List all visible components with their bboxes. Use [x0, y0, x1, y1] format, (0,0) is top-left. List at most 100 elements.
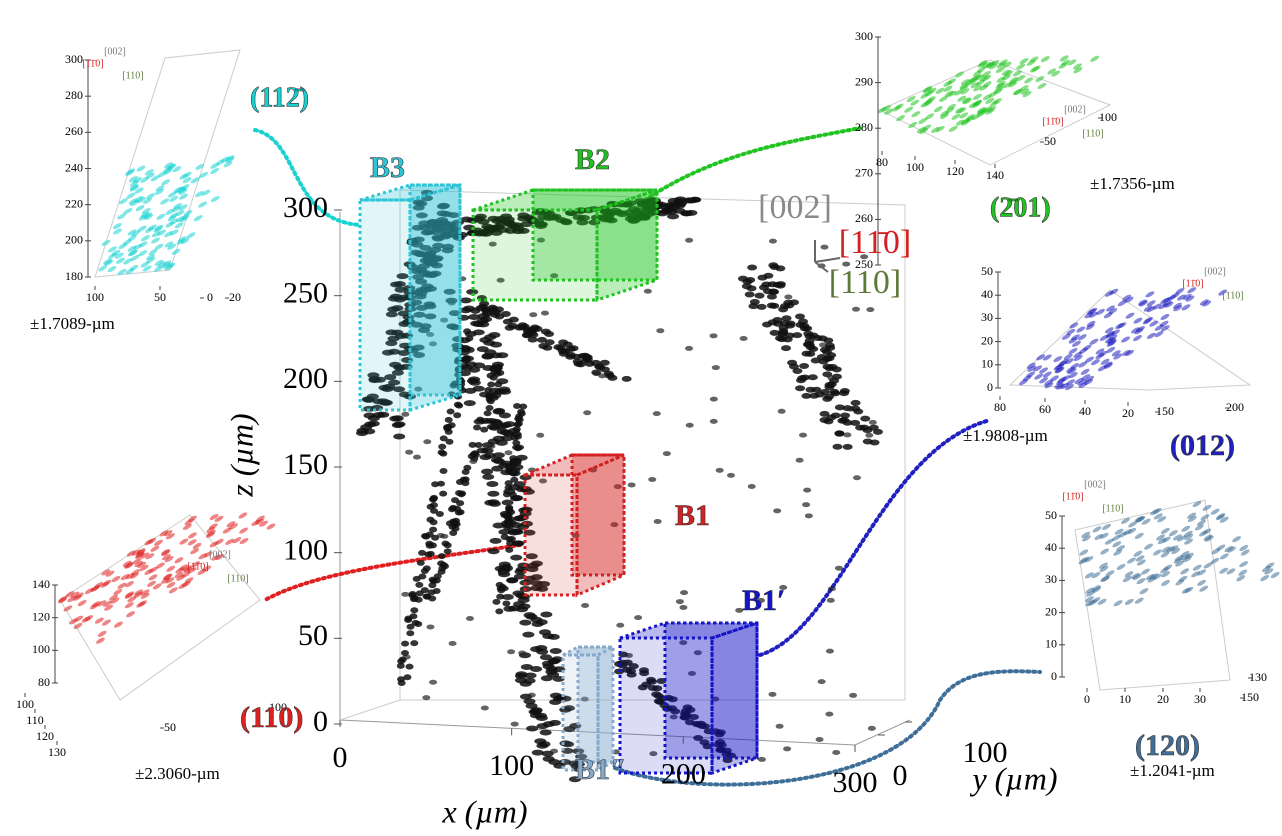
voxel — [1075, 325, 1086, 333]
inset-z-tick-label: 50 — [981, 264, 993, 278]
box-front — [360, 200, 410, 410]
voxel — [581, 603, 589, 608]
voxel — [852, 307, 860, 312]
voxel — [840, 412, 850, 418]
voxel — [863, 438, 873, 444]
voxel — [1099, 547, 1110, 555]
voxel — [171, 248, 182, 256]
inset-z-tick-label: 260 — [65, 124, 83, 138]
voxel — [805, 513, 813, 518]
voxel — [449, 530, 457, 536]
voxel — [193, 214, 204, 222]
voxel — [503, 421, 515, 427]
inset-z-tick-label: 10 — [981, 357, 993, 371]
voxel — [553, 344, 563, 350]
voxel — [1139, 587, 1150, 595]
voxel — [954, 70, 965, 78]
inset-x-tick-label: 0 — [1084, 692, 1090, 706]
voxel — [414, 621, 422, 627]
voxel — [426, 532, 434, 538]
voxel — [513, 426, 521, 432]
voxel — [762, 321, 772, 327]
voxel — [583, 354, 593, 360]
voxel — [486, 481, 498, 487]
voxel — [1079, 548, 1090, 556]
voxel — [826, 352, 836, 358]
voxel — [778, 330, 788, 336]
voxel — [210, 195, 221, 203]
voxel — [566, 352, 576, 358]
voxel — [488, 548, 500, 554]
voxel — [449, 641, 457, 646]
voxel — [150, 236, 161, 244]
box-label: B3 — [370, 151, 405, 184]
voxel — [484, 387, 492, 393]
inset-y-tick-label: 130 — [1249, 670, 1267, 684]
voxel — [457, 509, 465, 515]
voxel — [392, 415, 404, 421]
direction-label: [110] — [829, 264, 901, 301]
voxel — [851, 400, 861, 406]
voxel — [472, 452, 480, 458]
voxel — [487, 491, 499, 497]
x-axis-label: x (µm) — [441, 793, 527, 829]
inset-direction: [002] — [1204, 266, 1226, 277]
inset-z-tick-label: 10 — [1045, 637, 1057, 651]
voxel — [666, 202, 678, 208]
voxel — [410, 607, 418, 613]
box-face — [410, 185, 460, 410]
voxel — [1134, 532, 1145, 540]
voxel — [197, 200, 208, 208]
voxel — [541, 675, 553, 681]
voxel — [1198, 584, 1209, 592]
voxel — [548, 759, 560, 765]
voxel — [495, 608, 503, 614]
voxel — [373, 412, 385, 418]
voxel — [1132, 334, 1143, 342]
voxel — [516, 417, 524, 423]
z-tick-label: 150 — [283, 448, 328, 481]
voxel — [799, 322, 809, 328]
voxel — [178, 537, 189, 545]
inset-y-tick-label: 50 — [1044, 134, 1056, 148]
voxel — [768, 262, 778, 268]
inset-z-tick-label: 300 — [855, 29, 873, 43]
inset-y-tick-label: 100 — [1099, 110, 1117, 124]
voxel — [502, 500, 514, 506]
voxel — [148, 573, 159, 581]
voxel — [506, 523, 514, 529]
voxel — [426, 517, 434, 523]
voxel — [519, 620, 531, 626]
voxel — [825, 712, 833, 717]
voxel — [488, 332, 500, 338]
voxel — [591, 360, 601, 366]
voxel — [488, 499, 500, 505]
voxel — [360, 424, 372, 430]
voxel — [550, 749, 558, 754]
inset-direction: [11̄0] — [1182, 278, 1203, 289]
voxel — [528, 326, 538, 332]
inset-x-tick-label: 140 — [986, 168, 1004, 182]
voxel — [656, 328, 664, 333]
voxel — [1134, 596, 1145, 604]
voxel — [818, 679, 826, 684]
box-face — [598, 647, 613, 770]
z-tick-label: 0 — [313, 705, 328, 738]
inset-z-tick-label: 0 — [987, 380, 993, 394]
voxel — [808, 346, 818, 352]
voxel — [550, 648, 562, 654]
voxel — [537, 723, 549, 729]
voxel — [843, 432, 851, 437]
inset-y-tick-label: 150 — [1241, 690, 1259, 704]
voxel — [487, 381, 495, 387]
voxel — [439, 451, 447, 457]
voxel — [440, 468, 448, 474]
voxel — [654, 519, 662, 524]
voxel — [653, 411, 661, 416]
inset-y-tick-label: 150 — [1156, 404, 1174, 418]
inset-z-tick-label: 220 — [65, 196, 83, 210]
voxel — [156, 213, 167, 221]
voxel — [828, 364, 838, 370]
y-axis-label: y (µm) — [969, 760, 1057, 796]
z-tick-label: 50 — [298, 619, 328, 652]
